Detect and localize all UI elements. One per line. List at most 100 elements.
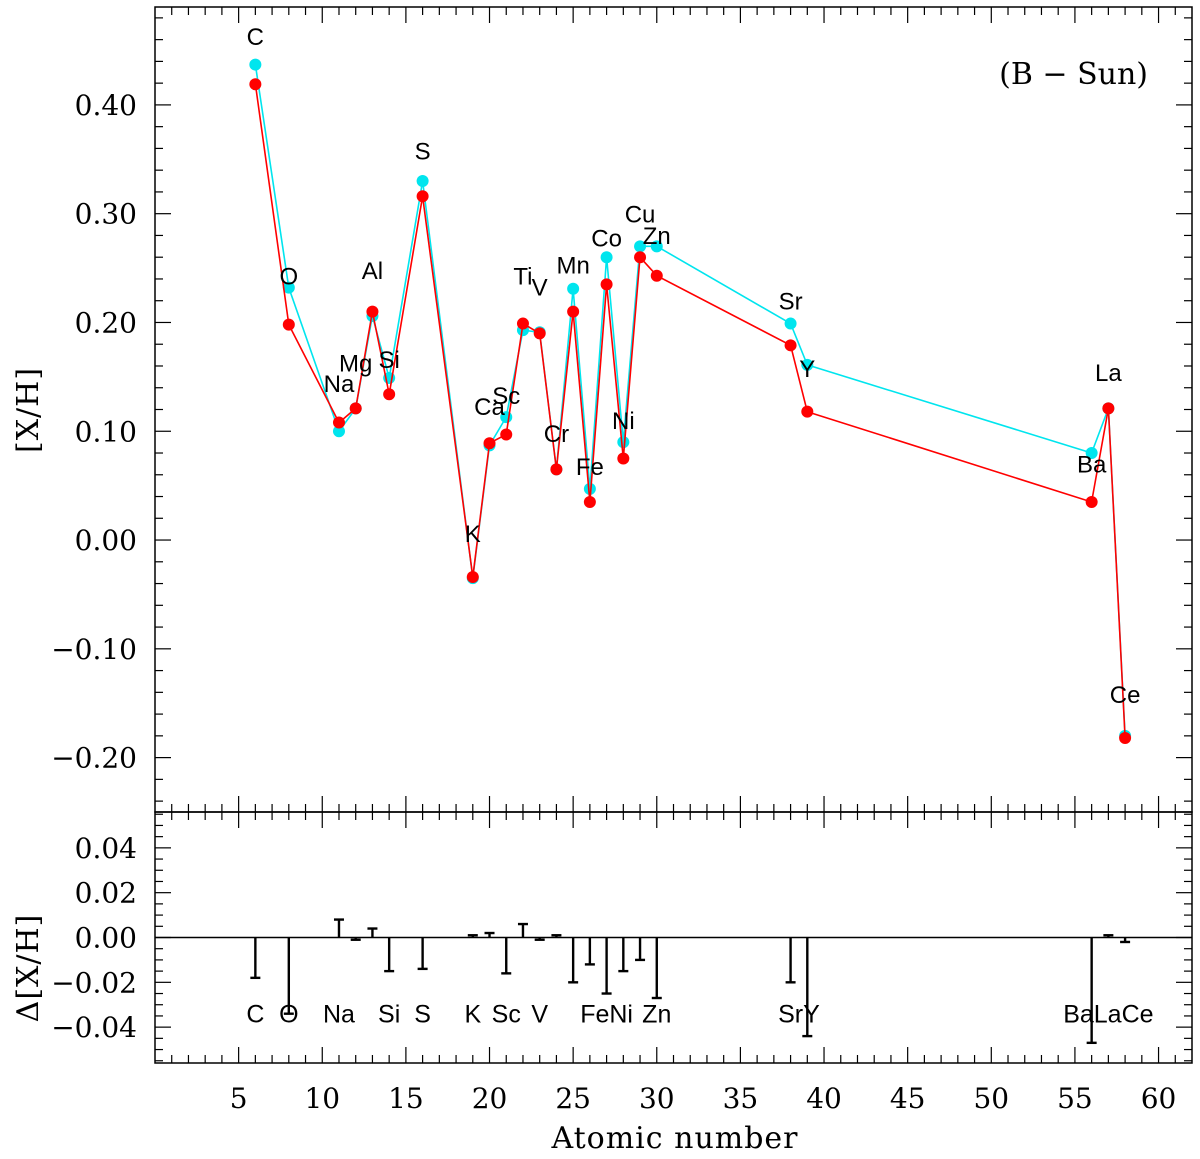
x-axis-title: Atomic number — [550, 1121, 798, 1156]
y-tick-label: 0.04 — [75, 832, 137, 865]
element-label-Sr: Sr — [779, 288, 803, 315]
element-label-Cr: Cr — [544, 421, 569, 448]
point-red-Al — [366, 305, 379, 318]
point-cyan-Sr — [784, 317, 797, 330]
x-tick-label: 25 — [555, 1082, 591, 1115]
y-tick-label: 0.20 — [75, 306, 137, 339]
point-red-Si — [383, 388, 396, 401]
point-red-O — [282, 318, 295, 331]
point-cyan-Y — [801, 358, 814, 371]
delta-label-V: V — [531, 1001, 548, 1029]
delta-label-C: C — [246, 1001, 264, 1029]
y-tick-label: 0.00 — [75, 922, 137, 955]
element-label-S: S — [415, 138, 431, 165]
point-red-Ba — [1085, 495, 1098, 508]
point-red-Zn — [650, 269, 663, 282]
point-cyan-Cu — [634, 240, 647, 253]
element-label-K: K — [465, 521, 481, 548]
element-label-Ni: Ni — [612, 408, 635, 435]
element-label-Zn: Zn — [643, 223, 671, 250]
point-red-Sc — [500, 428, 513, 441]
point-red-Mn — [567, 305, 580, 318]
point-red-Cr — [550, 463, 563, 476]
x-tick-label: 55 — [1057, 1082, 1093, 1115]
point-cyan-Ba — [1085, 447, 1098, 460]
y-tick-label: 0.00 — [75, 524, 137, 557]
point-cyan-Ni — [617, 436, 630, 449]
element-label-Al: Al — [362, 258, 383, 285]
delta-label-K: K — [464, 1001, 481, 1029]
x-tick-label: 60 — [1141, 1082, 1177, 1115]
element-label-Na: Na — [324, 371, 355, 398]
point-cyan-Na — [332, 425, 345, 438]
element-label-Si: Si — [378, 347, 399, 374]
x-tick-label: 35 — [723, 1082, 759, 1115]
x-tick-label: 30 — [639, 1082, 675, 1115]
point-red-Ce — [1119, 732, 1132, 745]
delta-label-SrY: SrY — [778, 1001, 820, 1029]
point-red-V — [533, 327, 546, 340]
y-axis-title-top: [X/H] — [11, 367, 46, 453]
delta-label-Sc: Sc — [492, 1001, 521, 1029]
point-cyan-Co — [600, 251, 613, 264]
point-red-Y — [801, 405, 814, 418]
element-label-V: V — [532, 274, 548, 301]
x-tick-label: 40 — [806, 1082, 842, 1115]
point-red-Cu — [634, 251, 647, 264]
element-label-Ti: Ti — [513, 263, 532, 290]
point-red-Ti — [516, 317, 529, 330]
delta-label-Si: Si — [378, 1001, 400, 1029]
point-red-Co — [600, 278, 613, 291]
point-cyan-S — [416, 175, 429, 188]
element-label-Ce: Ce — [1110, 682, 1141, 709]
y-tick-label: −0.20 — [51, 742, 137, 775]
y-tick-label: −0.02 — [51, 966, 137, 999]
delta-label-Zn: Zn — [642, 1001, 671, 1029]
element-label-Y: Y — [799, 356, 815, 383]
bottom-panel: 5 10 15 20 25 30 35 40 45 50 55 60 −0.04 −0.02 0.00 0.0… — [51, 811, 1193, 1115]
y-tick-label: 0.02 — [75, 877, 137, 910]
point-cyan-O — [282, 281, 295, 294]
y-tick-label: −0.04 — [51, 1011, 137, 1044]
point-red-S — [416, 190, 429, 203]
y-tick-label: 0.30 — [75, 198, 137, 231]
element-label-Cu: Cu — [625, 201, 656, 228]
panel-annotation: (B − Sun) — [999, 57, 1148, 92]
point-red-Na — [332, 416, 345, 429]
x-tick-label: 15 — [388, 1082, 424, 1115]
point-cyan-Zn — [650, 240, 663, 253]
point-red-La — [1102, 402, 1115, 415]
point-red-Mg — [349, 402, 362, 415]
element-label-La: La — [1095, 360, 1122, 387]
point-red-Fe — [583, 495, 596, 508]
element-label-Fe: Fe — [576, 454, 604, 481]
point-red-K — [466, 571, 479, 584]
y-axis-title-bottom: Δ[X/H] — [11, 914, 46, 1023]
element-label-C: C — [247, 24, 264, 51]
x-tick-label: 5 — [230, 1082, 248, 1115]
point-cyan-C — [249, 58, 262, 71]
point-red-Ca — [483, 437, 496, 450]
element-label-O: O — [279, 263, 298, 290]
x-tick-label: 45 — [890, 1082, 926, 1115]
delta-label-O: O — [279, 1001, 298, 1029]
series-line-red — [254, 84, 1126, 739]
point-cyan-Fe — [583, 482, 596, 495]
x-tick-label: 20 — [472, 1082, 508, 1115]
y-tick-label: 0.10 — [75, 415, 137, 448]
point-red-Ni — [617, 452, 630, 465]
element-label-Ca: Ca — [474, 394, 505, 421]
y-tick-label: 0.40 — [75, 89, 137, 122]
delta-label-S: S — [414, 1001, 431, 1029]
x-tick-label: 10 — [304, 1082, 340, 1115]
y-tick-label: −0.10 — [51, 633, 137, 666]
point-red-Sr — [784, 339, 797, 352]
delta-label-FeNi: FeNi — [580, 1001, 633, 1029]
delta-label-Na: Na — [323, 1001, 355, 1029]
element-label-Ba: Ba — [1077, 452, 1107, 479]
delta-label-BaLaCe: BaLaCe — [1063, 1001, 1153, 1029]
element-label-Mg: Mg — [339, 350, 372, 377]
element-label-Co: Co — [591, 225, 622, 252]
top-panel: −0.20−0.100.000.100.200.300.40CONaMgAlSi… — [51, 6, 1193, 1063]
